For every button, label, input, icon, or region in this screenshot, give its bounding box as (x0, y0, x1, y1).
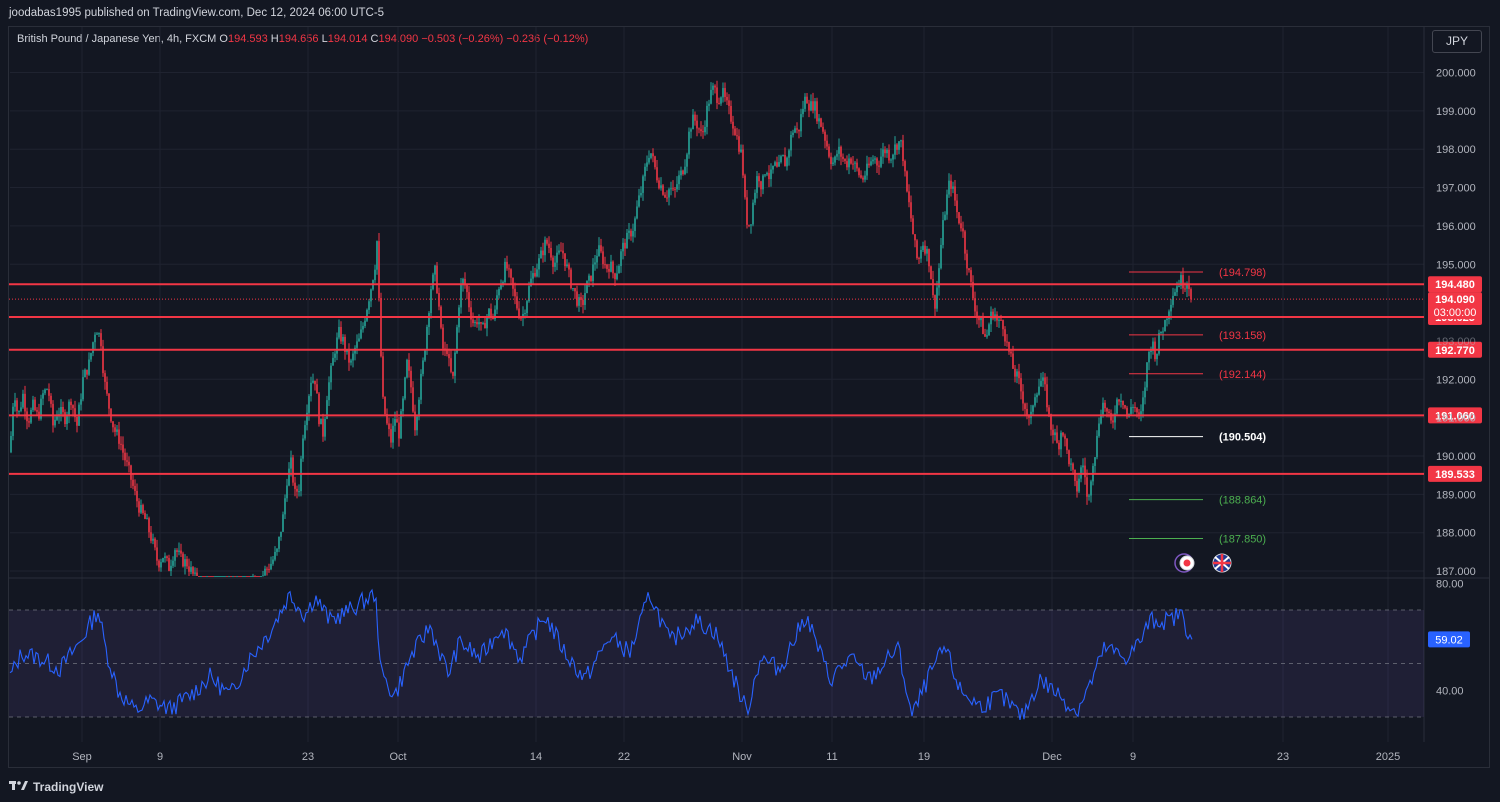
symbol-legend[interactable]: British Pound / Japanese Yen, 4h, FXCM O… (17, 33, 588, 45)
high-label: H (270, 33, 279, 45)
change-value: −0.503 (−0.26%) (421, 33, 504, 45)
high-value: 194.656 (278, 33, 319, 45)
tradingview-logo-text: TradingView (33, 779, 104, 794)
currency-button[interactable]: JPY (1432, 30, 1482, 53)
top-bar: joodabas1995 published on TradingView.co… (0, 0, 1500, 26)
tradingview-logo[interactable]: TradingView (9, 779, 103, 794)
symbol-title[interactable]: British Pound / Japanese Yen, 4h, FXCM (17, 33, 217, 45)
open-value: 194.593 (227, 33, 268, 45)
close-label: C (370, 33, 379, 45)
tradingview-logo-icon (9, 779, 29, 794)
chart-frame[interactable] (8, 26, 1490, 768)
open-label: O (219, 33, 228, 45)
close-value: 194.090 (378, 33, 419, 45)
low-label: L (321, 33, 328, 45)
change-value-2: −0.236 (−0.12%) (506, 33, 589, 45)
footer-bar (0, 770, 1500, 802)
low-value: 194.014 (327, 33, 368, 45)
publisher-line: joodabas1995 published on TradingView.co… (9, 7, 385, 19)
